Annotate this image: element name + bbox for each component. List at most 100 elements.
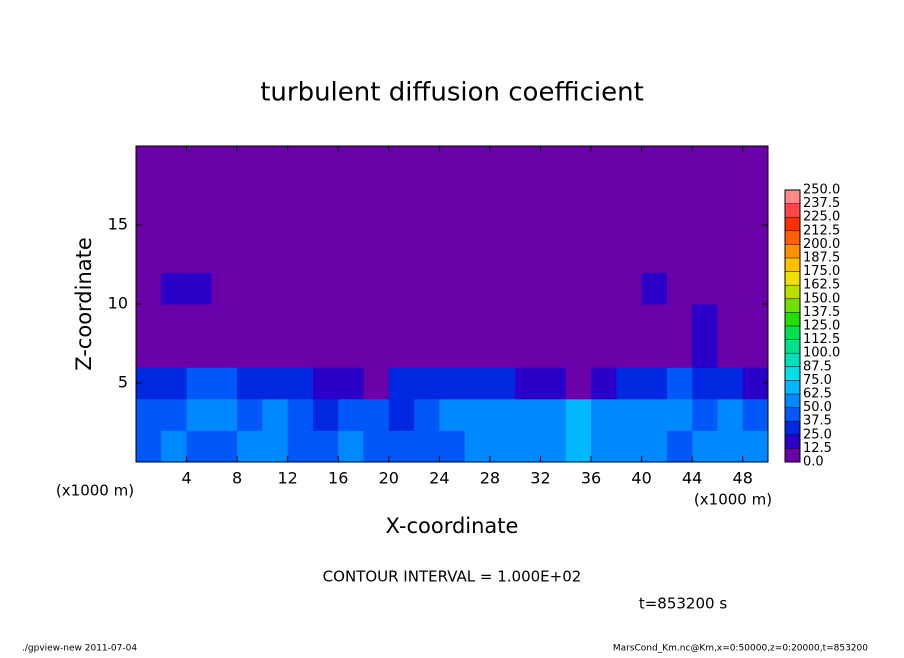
cell xyxy=(186,335,213,368)
cell xyxy=(742,430,769,463)
cell xyxy=(312,304,339,337)
cell xyxy=(464,240,491,273)
cell xyxy=(388,335,415,368)
colorbar-label: 212.5 xyxy=(803,223,840,238)
cell xyxy=(540,146,567,179)
cell xyxy=(717,177,744,210)
axis-unit: (x1000 m) xyxy=(694,491,772,509)
x-axis-label: X-coordinate xyxy=(386,514,519,538)
cell xyxy=(641,177,668,210)
cell xyxy=(565,398,592,431)
cell xyxy=(565,177,592,210)
cell xyxy=(616,335,643,368)
cell xyxy=(287,367,314,400)
colorbar-label: 87.5 xyxy=(803,359,832,374)
cell xyxy=(692,367,718,400)
cell xyxy=(565,272,592,305)
x-tick-label: 32 xyxy=(530,469,550,488)
cell xyxy=(666,335,693,368)
cell xyxy=(489,367,516,400)
cell xyxy=(439,146,466,179)
colorbar-label: 237.5 xyxy=(803,196,840,211)
cell xyxy=(692,335,718,368)
cell xyxy=(363,177,390,210)
cell xyxy=(363,398,390,431)
x-tick-label: 4 xyxy=(181,469,191,488)
cell xyxy=(136,335,162,368)
y-tick-label: 15 xyxy=(108,215,128,234)
cell xyxy=(414,146,440,179)
cell xyxy=(363,304,390,337)
contour-note: CONTOUR INTERVAL = 1.000E+02 xyxy=(323,568,582,586)
cell xyxy=(363,209,390,242)
cell xyxy=(515,209,541,242)
cell xyxy=(540,430,567,463)
cell xyxy=(540,304,567,337)
cell xyxy=(591,272,617,305)
cell xyxy=(262,272,289,305)
cell xyxy=(641,240,668,273)
cell xyxy=(616,209,643,242)
cell xyxy=(591,240,617,273)
colorbar-swatch xyxy=(785,380,800,394)
cell xyxy=(692,209,718,242)
colorbar-swatch xyxy=(785,271,800,286)
cell xyxy=(692,398,718,431)
colorbar-label: 250.0 xyxy=(803,183,840,198)
cell xyxy=(363,272,390,305)
cell xyxy=(666,398,693,431)
cell xyxy=(186,398,213,431)
cell xyxy=(717,430,744,463)
cell xyxy=(742,177,769,210)
cell xyxy=(237,304,263,337)
cell xyxy=(211,335,238,368)
cell xyxy=(540,398,567,431)
cell xyxy=(388,367,415,400)
cell xyxy=(186,304,213,337)
cell xyxy=(237,272,263,305)
cell xyxy=(666,272,693,305)
colorbar-swatch xyxy=(785,448,800,462)
cell xyxy=(186,367,213,400)
cell xyxy=(262,430,289,463)
colorbar-swatch xyxy=(785,190,800,204)
cell xyxy=(161,398,188,431)
colorbar-label: 175.0 xyxy=(803,264,840,279)
cell xyxy=(211,398,238,431)
colorbar-swatch xyxy=(785,312,800,326)
cell xyxy=(237,240,263,273)
y-axis-label: Z-coordinate xyxy=(72,237,96,371)
cell xyxy=(515,430,541,463)
cell xyxy=(312,272,339,305)
cell xyxy=(363,367,390,400)
cell xyxy=(414,272,440,305)
cell xyxy=(717,272,744,305)
cell xyxy=(262,177,289,210)
cell xyxy=(439,398,466,431)
cell xyxy=(489,240,516,273)
cell xyxy=(692,272,718,305)
cell xyxy=(540,209,567,242)
cell xyxy=(489,146,516,179)
cell xyxy=(666,177,693,210)
cell xyxy=(136,272,162,305)
cell xyxy=(591,209,617,242)
cell xyxy=(338,398,365,431)
cell xyxy=(287,398,314,431)
cell xyxy=(388,240,415,273)
cell xyxy=(211,209,238,242)
cell xyxy=(186,177,213,210)
cell xyxy=(464,209,491,242)
cell xyxy=(641,304,668,337)
x-tick-label: 8 xyxy=(232,469,242,488)
colorbar-label: 37.5 xyxy=(803,414,832,429)
colorbar-swatch xyxy=(785,339,800,354)
cell xyxy=(565,335,592,368)
cell xyxy=(262,304,289,337)
cell xyxy=(591,335,617,368)
cell xyxy=(287,240,314,273)
cell xyxy=(287,272,314,305)
cell xyxy=(186,209,213,242)
colorbar-label: 25.0 xyxy=(803,427,832,442)
cell xyxy=(515,177,541,210)
